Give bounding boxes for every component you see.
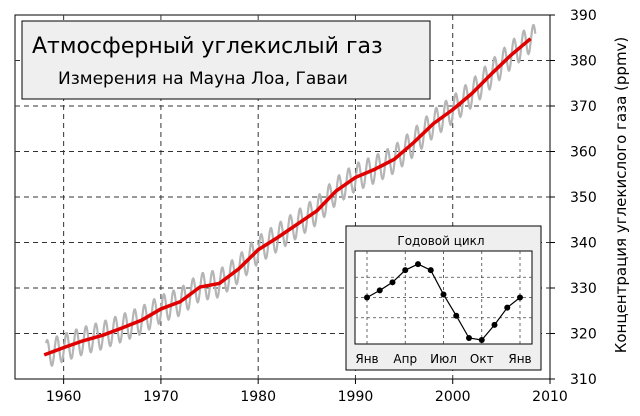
inset-point: [440, 291, 447, 298]
y-tick-label: 350: [570, 190, 597, 206]
x-tick-label: 2000: [435, 389, 471, 405]
x-tick-labels: 1960 1970 1980 1990 2000 2010: [46, 379, 568, 405]
y-tick-label: 390: [570, 8, 597, 24]
inset-point: [427, 267, 434, 274]
inset-point: [453, 312, 460, 319]
monthly-series-line: [45, 23, 537, 368]
inset-point: [376, 287, 383, 294]
y-tick-label: 380: [570, 54, 597, 70]
inset-point: [491, 321, 498, 328]
inset-title: Годовой цикл: [397, 234, 484, 248]
inset-point: [504, 304, 511, 311]
x-tick-label: 1990: [338, 389, 374, 405]
inset-tick-label: Апр: [393, 352, 417, 366]
y-tick-label: 370: [570, 99, 597, 115]
inset-point: [466, 335, 472, 341]
x-tick-label: 1960: [46, 389, 82, 405]
y-tick-label: 330: [570, 281, 597, 297]
y-tick-label: 310: [570, 372, 597, 388]
x-tick-label: 1980: [240, 389, 276, 405]
inset-series: [364, 261, 523, 344]
inset-tick-label: Янв: [508, 352, 531, 366]
inset-point: [389, 279, 396, 286]
inset-point: [478, 337, 485, 344]
annual-cycle-inset: Годовой цикл Янв Апр Июл Окт Янв: [345, 225, 542, 371]
inset-tick-label: Янв: [355, 352, 378, 366]
chart-subtitle: Измерения на Мауна Лоа, Гаваи: [58, 69, 348, 89]
inset-point: [415, 261, 421, 268]
annual-series-line: [43, 37, 532, 357]
x-tick-label: 1970: [143, 389, 179, 405]
y-tick-label: 320: [570, 327, 597, 343]
chart-title: Атмосферный углекислый газ: [32, 34, 383, 59]
inset-point: [364, 294, 370, 301]
y-tick-label: 340: [570, 236, 597, 252]
inset-tick-labels: Янв Апр Июл Окт Янв: [355, 352, 531, 366]
inset-point: [402, 267, 409, 274]
x-tick-label: 2010: [532, 389, 568, 405]
y-tick-labels: 310 320 330 340 350 360 370 380 390: [550, 8, 597, 388]
y-tick-label: 360: [570, 145, 597, 161]
inset-tick-label: Окт: [470, 352, 494, 366]
y-axis-label: Концентрация углекислого газа (ppmv): [612, 37, 630, 354]
inset-tick-label: Июл: [430, 352, 457, 366]
title-box: [21, 20, 431, 100]
inset-point: [517, 294, 523, 301]
series-group: [43, 23, 537, 368]
